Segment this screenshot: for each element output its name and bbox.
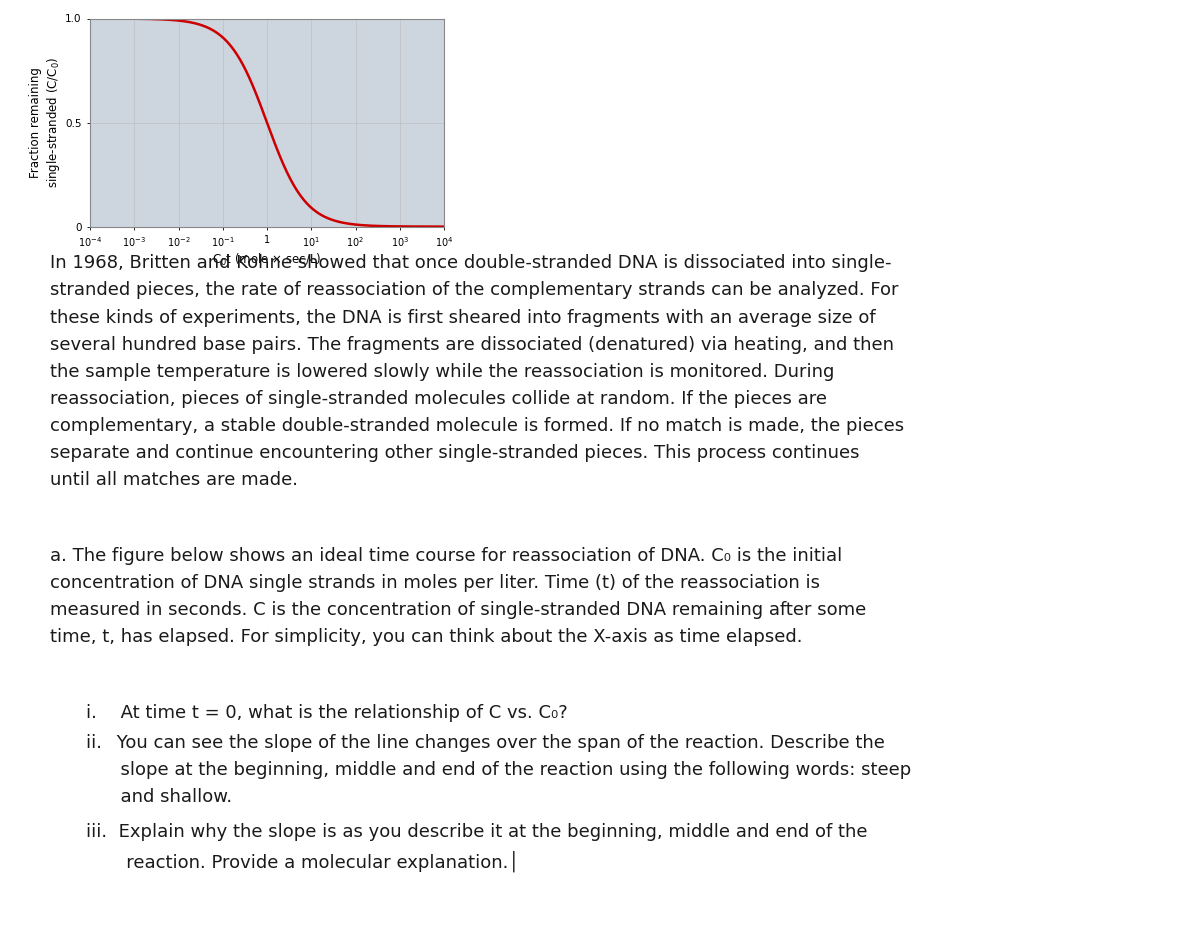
- Text: until all matches are made.: until all matches are made.: [50, 471, 299, 489]
- Text: these kinds of experiments, the DNA is first sheared into fragments with an aver: these kinds of experiments, the DNA is f…: [50, 309, 876, 327]
- Text: the sample temperature is lowered slowly while the reassociation is monitored. D: the sample temperature is lowered slowly…: [50, 363, 835, 381]
- Text: ii.  You can see the slope of the line changes over the span of the reaction. De: ii. You can see the slope of the line ch…: [86, 734, 886, 752]
- Text: measured in seconds. C is the concentration of single-stranded DNA remaining aft: measured in seconds. C is the concentrat…: [50, 601, 866, 619]
- Text: complementary, a stable double-stranded molecule is formed. If no match is made,: complementary, a stable double-stranded …: [50, 417, 905, 435]
- Text: reaction. Provide a molecular explanation.│: reaction. Provide a molecular explanatio…: [86, 850, 520, 871]
- Text: slope at the beginning, middle and end of the reaction using the following words: slope at the beginning, middle and end o…: [86, 761, 912, 779]
- Text: i.  At time t = 0, what is the relationship of C vs. C₀?: i. At time t = 0, what is the relationsh…: [86, 704, 568, 722]
- Text: a. The figure below shows an ideal time course for reassociation of DNA. C₀ is t: a. The figure below shows an ideal time …: [50, 547, 842, 565]
- Text: and shallow.: and shallow.: [86, 788, 233, 806]
- Text: several hundred base pairs. The fragments are dissociated (denatured) via heatin: several hundred base pairs. The fragment…: [50, 336, 894, 353]
- Text: separate and continue encountering other single-stranded pieces. This process co: separate and continue encountering other…: [50, 444, 860, 462]
- Text: In 1968, Britten and Kohne showed that once double-stranded DNA is dissociated i: In 1968, Britten and Kohne showed that o…: [50, 254, 892, 272]
- Text: stranded pieces, the rate of reassociation of the complementary strands can be a: stranded pieces, the rate of reassociati…: [50, 281, 899, 300]
- Y-axis label: Fraction remaining
single-stranded (C/C$_0$): Fraction remaining single-stranded (C/C$…: [29, 56, 62, 189]
- Text: time, t, has elapsed. For simplicity, you can think about the X-axis as time ela: time, t, has elapsed. For simplicity, yo…: [50, 628, 803, 647]
- Text: reassociation, pieces of single-stranded molecules collide at random. If the pie: reassociation, pieces of single-stranded…: [50, 389, 828, 408]
- X-axis label: C$_0$t (mole × sec/L): C$_0$t (mole × sec/L): [212, 252, 322, 267]
- Text: iii.  Explain why the slope is as you describe it at the beginning, middle and e: iii. Explain why the slope is as you des…: [86, 823, 868, 841]
- Text: concentration of DNA single strands in moles per liter. Time (t) of the reassoci: concentration of DNA single strands in m…: [50, 574, 821, 592]
